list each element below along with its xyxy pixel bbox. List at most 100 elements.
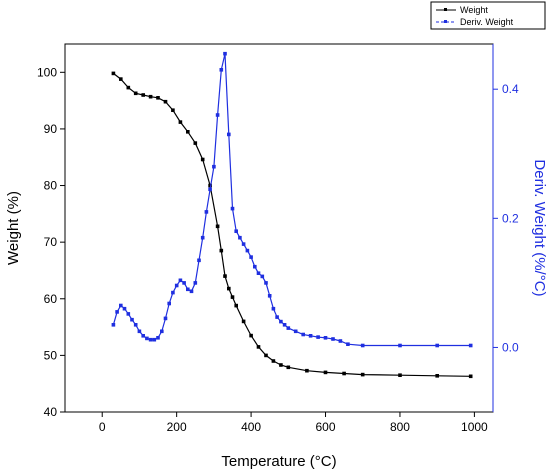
deriv-weight-point-16 — [171, 290, 175, 295]
x-tick-label-2: 400 — [241, 420, 261, 434]
deriv-weight-point-23 — [197, 258, 201, 263]
legend-box — [430, 1, 546, 30]
series-deriv-weight — [111, 51, 473, 348]
weight-point-10 — [186, 130, 190, 134]
weight-point-3 — [133, 91, 138, 96]
deriv-weight-point-37 — [249, 255, 253, 259]
weight-point-2 — [126, 85, 131, 90]
x-axis-title: Temperature (°C) — [221, 453, 336, 470]
deriv-weight-point-36 — [245, 248, 250, 253]
deriv-weight-point-46 — [282, 323, 287, 327]
x-tick-label-4: 800 — [390, 420, 410, 434]
weight-point-20 — [241, 319, 246, 324]
weight-point-4 — [141, 93, 145, 97]
plot-frame — [64, 43, 494, 413]
y-left-tick-label-4: 80 — [44, 179, 58, 193]
series-weight — [111, 71, 473, 379]
y-right-tick-label-1: 0.2 — [502, 211, 519, 225]
weight-point-19 — [234, 303, 238, 308]
deriv-weight-point-21 — [189, 289, 194, 294]
deriv-weight-point-38 — [253, 264, 257, 269]
deriv-weight-point-45 — [279, 319, 283, 324]
y-left-tick-label-6: 100 — [37, 65, 57, 79]
weight-point-21 — [249, 333, 253, 338]
deriv-weight-point-59 — [468, 343, 473, 348]
deriv-weight-point-26 — [208, 187, 212, 192]
weight-point-11 — [193, 141, 198, 145]
deriv-weight-point-29 — [219, 68, 224, 72]
deriv-weight-point-14 — [163, 316, 168, 321]
y-axis-left: 40 50 60 70 80 90 100 — [37, 65, 65, 419]
weight-point-1 — [119, 77, 123, 81]
deriv-weight-point-4 — [126, 312, 131, 316]
weight-point-25 — [279, 363, 283, 367]
deriv-weight-point-34 — [238, 235, 242, 240]
deriv-weight-point-24 — [200, 235, 205, 240]
deriv-weight-point-10 — [148, 337, 153, 342]
deriv-weight-point-11 — [152, 337, 157, 342]
weight-point-32 — [435, 374, 439, 378]
deriv-weight-point-12 — [156, 336, 160, 340]
weight-point-28 — [323, 370, 328, 375]
deriv-weight-point-28 — [215, 113, 220, 117]
y-left-tick-label-2: 60 — [44, 292, 58, 306]
weight-point-17 — [227, 286, 231, 291]
y-right-tick-label-2: 0.4 — [502, 82, 519, 96]
deriv-weight-point-48 — [293, 329, 298, 334]
deriv-weight-point-52 — [323, 336, 328, 340]
deriv-weight-point-2 — [119, 303, 123, 308]
deriv-weight-point-54 — [338, 339, 343, 343]
deriv-weight-point-53 — [331, 337, 335, 341]
deriv-weight-point-6 — [133, 323, 138, 327]
deriv-weight-point-58 — [435, 343, 439, 348]
x-tick-label-5: 1000 — [461, 420, 488, 434]
y-axis-left-title: Weight (%) — [5, 191, 22, 265]
deriv-weight-point-5 — [130, 317, 134, 322]
deriv-weight-point-3 — [122, 306, 127, 311]
deriv-weight-point-30 — [223, 51, 227, 56]
legend-marker-deriv — [444, 20, 447, 23]
deriv-weight-point-19 — [182, 281, 186, 285]
x-axis: 0 200 400 600 800 1000 — [99, 412, 488, 434]
weight-point-8 — [171, 108, 175, 112]
deriv-weight-point-49 — [301, 332, 305, 337]
weight-point-30 — [360, 372, 365, 377]
deriv-weight-point-44 — [275, 315, 279, 319]
deriv-weight-point-56 — [360, 343, 365, 348]
deriv-weight-point-47 — [286, 326, 291, 330]
y-axis-right-title: Deriv. Weight (%/°C) — [531, 159, 548, 296]
x-tick-label-1: 200 — [167, 420, 187, 434]
deriv-weight-point-7 — [137, 329, 142, 334]
deriv-weight-point-25 — [204, 210, 209, 214]
weight-point-22 — [256, 345, 261, 349]
deriv-weight-point-15 — [167, 301, 171, 306]
deriv-weight-point-39 — [256, 271, 261, 275]
deriv-weight-point-31 — [227, 132, 231, 137]
weight-point-23 — [264, 353, 268, 358]
deriv-weight-point-42 — [267, 294, 272, 298]
deriv-weight-point-32 — [230, 206, 235, 211]
y-axis-right: 0.0 0.2 0.4 — [493, 82, 519, 354]
y-left-tick-label-5: 90 — [44, 122, 58, 136]
weight-point-9 — [178, 120, 183, 124]
deriv-weight-point-43 — [271, 306, 276, 311]
deriv-weight-point-20 — [186, 287, 190, 292]
weight-line — [113, 72, 471, 377]
deriv-weight-point-8 — [141, 334, 145, 338]
deriv-weight-point-22 — [193, 281, 198, 285]
deriv-weight-point-17 — [174, 283, 179, 288]
weight-point-16 — [223, 274, 227, 278]
deriv-weight-line — [112, 53, 471, 347]
weight-point-14 — [215, 224, 220, 229]
weight-point-24 — [271, 359, 276, 363]
weight-point-18 — [230, 295, 235, 299]
x-tick-label-3: 600 — [316, 420, 336, 434]
deriv-weight-point-18 — [178, 278, 183, 283]
weight-point-5 — [148, 94, 153, 99]
legend-label-weight: Weight — [460, 5, 488, 15]
weight-point-31 — [398, 373, 402, 377]
weight-point-7 — [163, 99, 168, 104]
deriv-weight-point-33 — [234, 229, 238, 233]
y-right-tick-label-0: 0.0 — [502, 340, 519, 354]
